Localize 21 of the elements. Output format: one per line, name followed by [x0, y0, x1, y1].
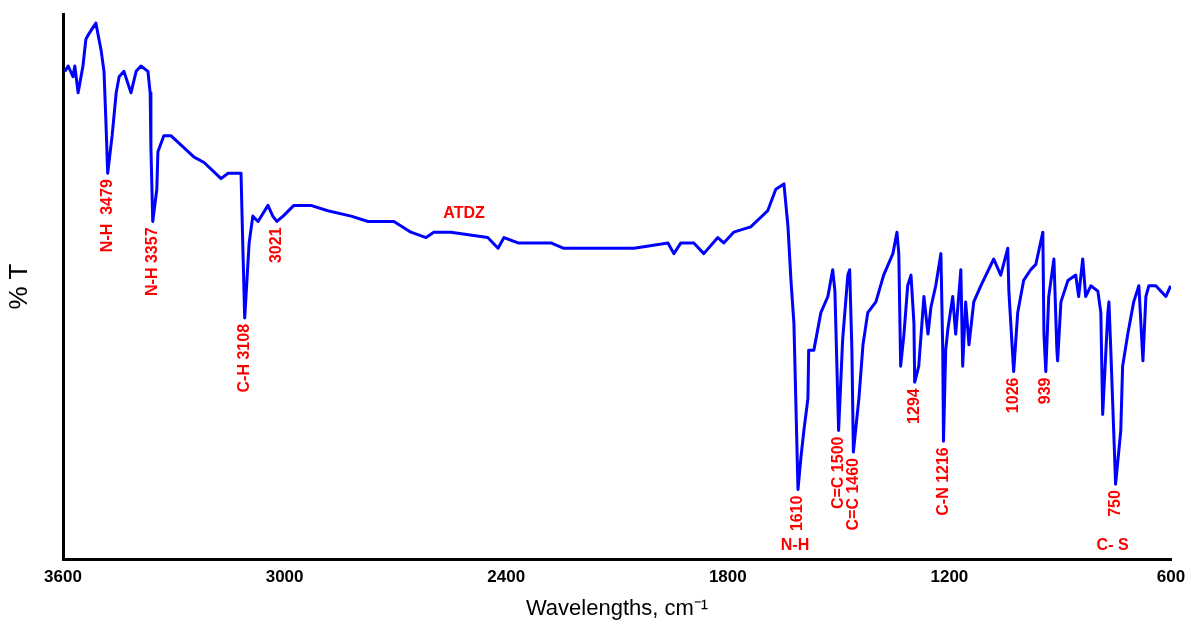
annotation: 1294: [905, 388, 923, 424]
annotation: 3021: [267, 227, 285, 264]
annotation: N-H: [780, 535, 810, 553]
annotation: 750: [1106, 490, 1124, 517]
annotation: N-H 3479: [98, 179, 116, 253]
annotation: 1610: [788, 495, 806, 532]
x-tick-label: 3000: [265, 567, 304, 587]
annotation: C-N 1216: [933, 447, 951, 516]
annotation: C-H 3108: [235, 323, 253, 393]
annotation: ATDZ: [443, 204, 486, 222]
x-tick-label: 1800: [708, 567, 747, 587]
x-axis-title: Wavelengths, cm⁻¹: [525, 594, 709, 620]
x-tick-label: 600: [1156, 567, 1186, 587]
annotation: C- S: [1096, 535, 1129, 553]
x-tick-label: 1200: [930, 567, 969, 587]
annotation: 939: [1036, 377, 1054, 405]
x-tick-label: 3600: [44, 567, 82, 587]
annotation: 1026: [1004, 377, 1022, 414]
annotation: N-H 3357: [143, 227, 161, 296]
x-tick-label: 2400: [487, 567, 526, 587]
y-axis-title: % T: [2, 263, 33, 310]
